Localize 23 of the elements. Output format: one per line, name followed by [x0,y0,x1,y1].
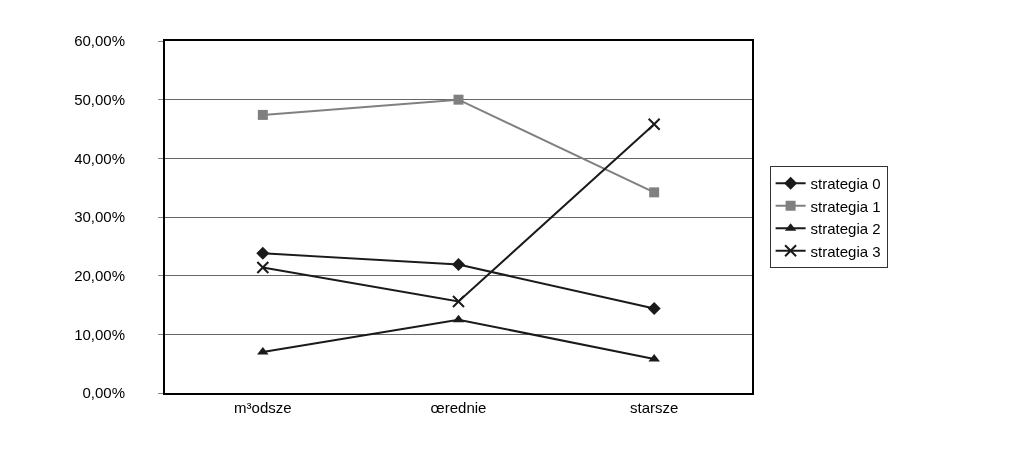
point [257,109,268,120]
y-tick-label: 20,00% [74,266,125,284]
legend-label: strategia 0 [810,175,881,193]
legend-label: strategia 3 [810,242,881,260]
y-tick-label: 50,00% [74,90,125,108]
x-tick-label: œrednie [430,399,487,416]
legend-label: strategia 2 [810,220,881,238]
y-tick-label: 10,00% [74,325,125,343]
point [649,187,660,198]
point [256,246,270,260]
point [256,260,270,274]
point [453,94,464,105]
x-tick-label: m³odsze [234,399,292,416]
point [647,117,661,131]
point [452,294,465,308]
y-tick-label: 0,00% [82,384,125,402]
y-tick-label: 60,00% [74,32,125,50]
x-tick-label: starsze [629,399,679,416]
legend-label: strategia 1 [810,197,881,215]
point [647,302,661,316]
y-tick-label: 30,00% [74,208,125,226]
y-tick-label: 40,00% [74,149,125,167]
point [452,258,465,272]
